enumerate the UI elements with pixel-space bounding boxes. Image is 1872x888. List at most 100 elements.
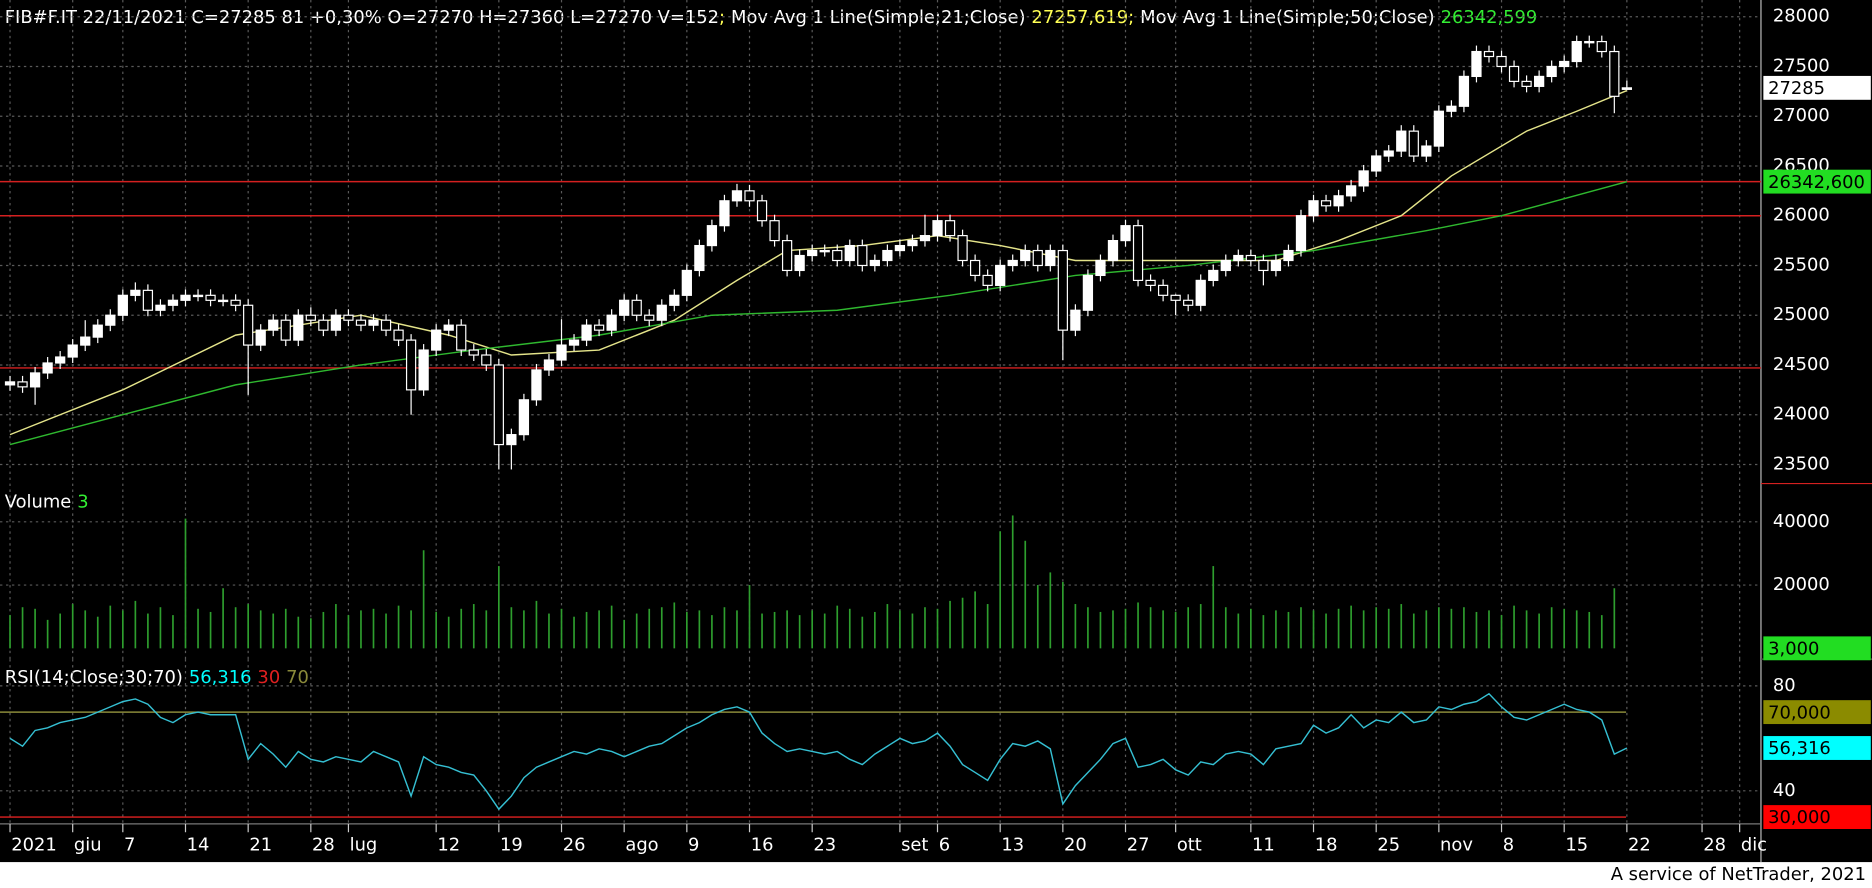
candle-body — [1621, 87, 1632, 90]
candle-body — [130, 289, 141, 296]
y-tick-label: 26000 — [1773, 205, 1830, 226]
volume-bar — [134, 600, 137, 649]
candle-body — [180, 294, 191, 301]
volume-bar — [147, 613, 149, 649]
volume-bar — [1275, 610, 1277, 649]
volume-bar — [1538, 613, 1540, 649]
candle-body — [1533, 75, 1545, 87]
candle-body — [794, 254, 805, 272]
volume-bar — [623, 619, 626, 649]
candle-body — [42, 362, 53, 374]
candle-body — [280, 319, 291, 341]
candle-body — [1358, 170, 1369, 187]
candle-body — [731, 190, 743, 202]
volume-bar — [874, 611, 876, 649]
candle-body — [1584, 40, 1595, 44]
candle-body — [105, 314, 116, 326]
volume-bar — [1325, 613, 1327, 649]
candle-body — [293, 314, 304, 341]
legend-value: 26342,599 — [1441, 7, 1538, 28]
volume-bar — [1049, 572, 1052, 649]
volume-bar — [1250, 608, 1252, 649]
volume-bar — [673, 602, 676, 649]
volume-bar — [34, 608, 36, 649]
volume-bar — [1412, 613, 1415, 649]
volume-bar — [21, 607, 24, 649]
volume-bar — [711, 615, 713, 649]
candle-body — [92, 324, 103, 338]
candle-body — [1045, 249, 1056, 267]
candle-body — [343, 314, 354, 321]
candle-body — [932, 220, 943, 237]
volume-bar — [823, 613, 826, 649]
candle-body — [1157, 284, 1169, 296]
volume-bar — [309, 618, 312, 649]
candle-body — [944, 220, 956, 237]
candle-body — [142, 289, 154, 311]
volume-bar — [1074, 604, 1077, 649]
x-tick-label: 18 — [1315, 834, 1338, 855]
candle-body — [919, 235, 931, 242]
candle-body — [969, 259, 981, 277]
x-tick-label: 23 — [813, 834, 836, 855]
volume-bar — [172, 615, 174, 649]
volume-bar — [1588, 611, 1591, 649]
x-tick-label: ago — [625, 834, 658, 855]
volume-bar — [1036, 585, 1039, 649]
volume-bar — [1112, 610, 1114, 649]
x-tick-label: 16 — [751, 834, 774, 855]
candle-body — [1183, 299, 1194, 306]
x-tick-label: 14 — [187, 834, 210, 855]
value-marker-label: 26342,600 — [1768, 172, 1865, 193]
candle-body — [29, 372, 41, 388]
volume-title: Volume — [5, 492, 72, 513]
candle-body — [205, 294, 216, 301]
volume-bar — [660, 607, 663, 649]
candle-body — [1195, 279, 1206, 306]
candle-body — [243, 304, 254, 346]
volume-bar — [1287, 611, 1290, 649]
rsi-level-label: 30 — [257, 667, 280, 688]
volume-bar — [723, 607, 726, 649]
candle-body — [1220, 259, 1231, 272]
candle-body — [255, 329, 266, 346]
candle-body — [1521, 80, 1532, 87]
value-marker — [1763, 169, 1871, 194]
footer: A service of NetTrader, 2021 — [1611, 864, 1866, 885]
candle-body — [1208, 269, 1219, 281]
candle-body — [368, 319, 379, 326]
volume-bar — [447, 616, 450, 649]
candle-body — [669, 294, 680, 306]
x-tick-label: 2021 — [11, 834, 57, 855]
candle-body — [1308, 200, 1319, 217]
candle-body — [1446, 105, 1457, 112]
volume-bar — [297, 616, 300, 649]
candle-body — [192, 294, 204, 298]
volume-bar — [1375, 607, 1378, 649]
candle-body — [1258, 259, 1269, 272]
volume-bar — [1137, 602, 1139, 649]
volume-bar — [347, 615, 350, 649]
candle-body — [894, 244, 906, 252]
candle-body — [431, 329, 442, 351]
candle-body — [531, 369, 542, 401]
x-tick-label: 28 — [1703, 834, 1726, 855]
candle-body — [593, 324, 605, 331]
candle-body — [619, 299, 630, 316]
volume-bar — [573, 616, 575, 649]
x-tick-label: 28 — [312, 834, 335, 855]
volume-bar — [498, 566, 500, 649]
rsi-last: 56,316 — [189, 667, 252, 688]
value-marker-label: 30,000 — [1768, 807, 1831, 828]
volume-bar — [936, 608, 939, 649]
legend-name: Mov Avg 1 Line(Simple;50;Close) — [1140, 7, 1434, 28]
candle-body — [330, 314, 342, 331]
volume-bar — [1575, 610, 1578, 649]
volume-bar — [397, 605, 400, 649]
candle-body — [1383, 150, 1394, 157]
volume-bar — [1199, 604, 1202, 649]
candle-body — [631, 299, 642, 316]
volume-bar — [322, 611, 325, 649]
x-tick-label: 8 — [1503, 834, 1514, 855]
x-tick-label: 22 — [1628, 834, 1651, 855]
